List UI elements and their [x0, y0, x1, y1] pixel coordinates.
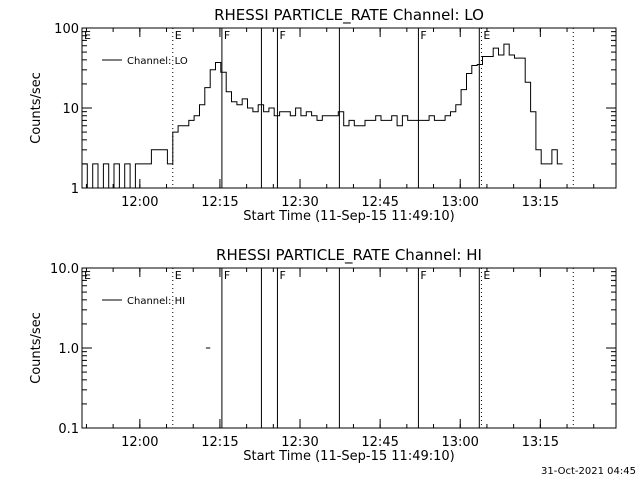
legend-label: Channel: LO	[127, 56, 188, 67]
chart-title: RHESSI PARTICLE_RATE Channel: HI	[216, 246, 482, 265]
y-tick-label: 0.1	[58, 422, 79, 437]
x-tick-label: 13:00	[441, 195, 478, 210]
chart-title: RHESSI PARTICLE_RATE Channel: LO	[214, 6, 484, 25]
flag-line-label: E	[483, 29, 490, 42]
x-tick-label: 12:00	[121, 435, 158, 450]
flag-line-label: F	[279, 29, 285, 42]
y-tick-label: 1	[71, 182, 79, 197]
flag-line-label: F	[224, 29, 230, 42]
flag-line-label: E	[483, 269, 490, 282]
x-tick-label: 12:30	[281, 435, 318, 450]
flag-line-label: F	[279, 269, 285, 282]
x-axis-label: Start Time (11-Sep-15 11:49:10)	[243, 209, 454, 224]
x-tick-label: 12:30	[281, 195, 318, 210]
y-tick-label: 100	[54, 22, 79, 37]
y-axis-label: Counts/sec	[29, 312, 44, 384]
flag-line-label: F	[420, 269, 426, 282]
x-tick-label: 12:45	[361, 195, 398, 210]
x-tick-label: 13:15	[522, 195, 559, 210]
y-axis-label: Counts/sec	[29, 72, 44, 144]
x-tick-label: 12:15	[201, 435, 238, 450]
corner-flag-label: E	[84, 29, 91, 42]
x-tick-label: 13:00	[441, 435, 478, 450]
corner-flag-label: E	[84, 269, 91, 282]
x-tick-label: 12:45	[361, 435, 398, 450]
chart-panel-1: RHESSI PARTICLE_RATE Channel: LO 1 10 100 12…	[29, 6, 617, 224]
flag-line-label: F	[224, 269, 230, 282]
legend-label: Channel: HI	[127, 296, 185, 307]
generation-timestamp: 31-Oct-2021 04:45	[541, 466, 636, 477]
x-tick-label: 12:15	[201, 195, 238, 210]
y-tick-label: 10.0	[50, 262, 79, 277]
flag-line-label: E	[175, 269, 182, 282]
x-tick-label: 12:00	[121, 195, 158, 210]
y-tick-label: 10	[62, 102, 79, 117]
flag-line-label: E	[175, 29, 182, 42]
flag-line-label: F	[420, 29, 426, 42]
x-axis-label: Start Time (11-Sep-15 11:49:10)	[243, 449, 454, 464]
x-tick-label: 13:15	[522, 435, 559, 450]
data-series-line	[82, 43, 563, 189]
chart-panel-2: RHESSI PARTICLE_RATE Channel: HI 0.1 1.0 10…	[29, 246, 617, 464]
y-tick-label: 1.0	[58, 342, 79, 357]
